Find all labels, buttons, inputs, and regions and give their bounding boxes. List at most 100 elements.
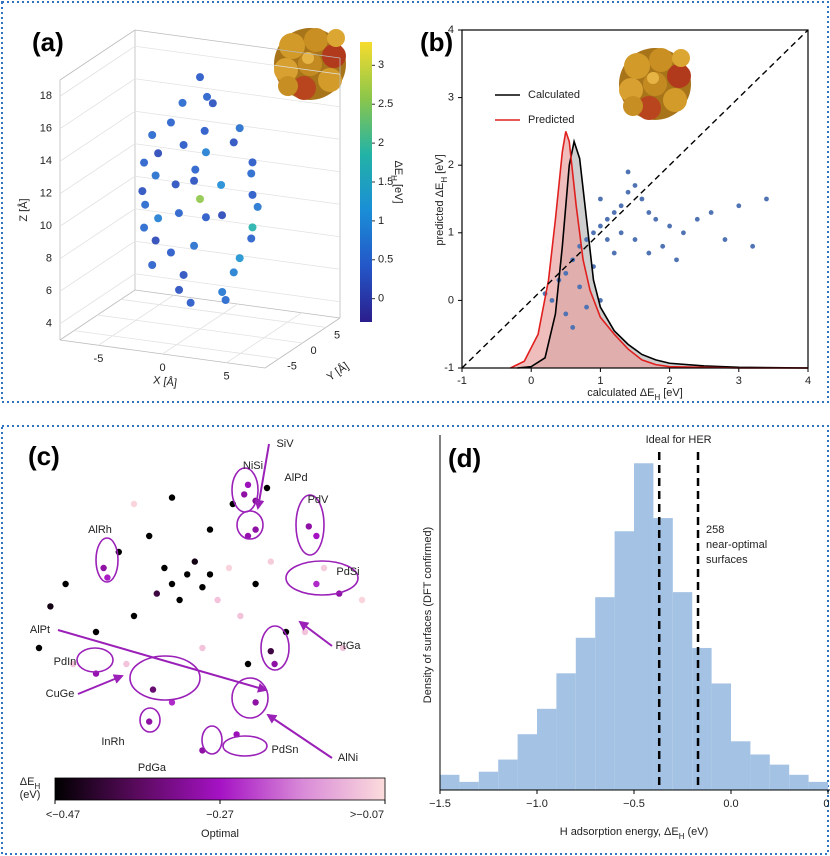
point	[248, 223, 257, 232]
colorbar-tick-label: <−0.47	[46, 809, 80, 821]
point	[201, 213, 210, 222]
point	[358, 596, 366, 604]
point	[70, 660, 77, 668]
point	[604, 237, 610, 242]
cluster-outline	[201, 725, 223, 755]
y-tick-label: 0	[311, 345, 317, 357]
colorbar-tick-label: >−0.07	[350, 809, 384, 821]
point	[179, 270, 188, 279]
bar	[537, 708, 557, 790]
point	[151, 171, 160, 180]
cluster-label: AlRh	[88, 524, 112, 536]
point	[175, 285, 184, 294]
point	[301, 628, 309, 636]
point	[632, 183, 638, 188]
point	[200, 126, 209, 135]
point	[199, 584, 206, 591]
grid-line	[74, 330, 280, 360]
point	[667, 223, 672, 229]
grid-line	[59, 273, 341, 325]
point	[252, 526, 259, 533]
point	[708, 210, 714, 215]
point	[196, 195, 204, 203]
bar	[498, 759, 518, 790]
point	[639, 196, 645, 202]
cluster-label: PdSi	[336, 566, 359, 578]
cluster-outline	[222, 735, 268, 757]
x-tick-label: 0	[528, 375, 534, 387]
y-axis-title: Y [Å]	[324, 359, 351, 383]
point	[153, 590, 160, 597]
bar	[517, 734, 537, 790]
point	[148, 131, 157, 139]
cluster-image	[274, 28, 346, 100]
point	[625, 169, 631, 175]
colorbar-tick-label: 2	[378, 137, 384, 149]
bar	[750, 754, 770, 790]
cluster-label: NiSi	[243, 460, 263, 472]
bar	[653, 518, 673, 790]
point	[646, 210, 652, 215]
arrow	[298, 620, 333, 647]
point	[199, 644, 206, 652]
bar	[808, 781, 828, 790]
point	[161, 564, 168, 572]
x-tick-label: 4	[805, 375, 811, 387]
point	[154, 149, 163, 158]
z-tick-label: 6	[46, 285, 52, 297]
point	[625, 189, 631, 195]
grid-line	[59, 143, 341, 195]
point	[235, 124, 244, 133]
point	[186, 298, 195, 307]
point	[130, 500, 138, 508]
point	[694, 216, 700, 222]
bar	[478, 771, 499, 790]
point	[138, 187, 147, 196]
cluster-label: PdSn	[272, 744, 299, 756]
point	[206, 571, 214, 578]
point	[104, 574, 111, 581]
point	[203, 92, 212, 101]
point	[263, 484, 271, 492]
point	[244, 481, 252, 488]
point	[570, 325, 576, 330]
panel-label: (a)	[32, 27, 64, 57]
point	[267, 558, 274, 565]
point	[244, 660, 252, 668]
cluster-outline	[260, 625, 290, 671]
point	[722, 237, 728, 242]
point	[244, 532, 252, 540]
point	[248, 158, 257, 167]
bar	[440, 774, 460, 790]
y-tick-label: -1	[444, 362, 454, 374]
point	[618, 203, 624, 209]
x-tick-label: −1.0	[526, 798, 548, 810]
point	[217, 180, 226, 189]
y-axis-title: predicted ΔEH [eV]	[434, 154, 449, 245]
y-tick-label: 2	[448, 159, 454, 171]
point	[166, 248, 175, 257]
point	[176, 596, 183, 604]
point	[736, 203, 742, 209]
point	[584, 304, 589, 310]
x-tick-label: 2	[667, 375, 673, 387]
point	[225, 564, 233, 572]
cluster-outline	[129, 655, 201, 701]
point	[563, 311, 569, 317]
legend-label: Predicted	[528, 114, 574, 126]
grid-line	[59, 175, 341, 227]
point	[130, 612, 138, 620]
x-tick-label: −1.5	[429, 798, 451, 810]
bar	[595, 597, 615, 790]
point	[171, 180, 180, 189]
point	[646, 250, 652, 256]
point	[190, 176, 199, 185]
annotation: 258	[706, 524, 724, 536]
colorbar-tick-label: 0	[378, 293, 384, 305]
z-tick-label: 12	[40, 188, 52, 200]
cluster-outline	[236, 510, 264, 540]
colorbar-title-part: [eV]	[392, 181, 404, 204]
point	[140, 158, 149, 167]
x-axis-title-part: H	[679, 832, 685, 841]
z-tick-label: 4	[46, 318, 52, 330]
